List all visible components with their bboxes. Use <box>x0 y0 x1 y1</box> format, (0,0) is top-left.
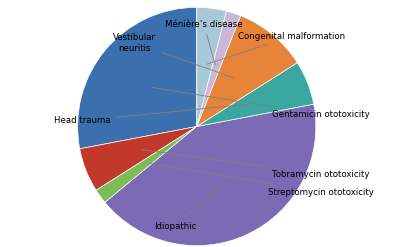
Wedge shape <box>105 104 316 246</box>
Text: Streptomycin ototoxicity: Streptomycin ototoxicity <box>149 163 374 197</box>
Text: Tobramycin ototoxicity: Tobramycin ototoxicity <box>142 150 369 179</box>
Wedge shape <box>197 7 226 126</box>
Wedge shape <box>197 16 297 126</box>
Wedge shape <box>80 126 197 190</box>
Text: Idiopathic: Idiopathic <box>154 185 221 231</box>
Wedge shape <box>96 126 197 202</box>
Text: Congenital malformation: Congenital malformation <box>207 32 346 64</box>
Text: Ménière’s disease: Ménière’s disease <box>165 20 243 65</box>
Wedge shape <box>78 7 197 149</box>
Wedge shape <box>197 63 314 126</box>
Text: Vestibular
neuritis: Vestibular neuritis <box>113 33 234 78</box>
Text: Gentamicin ototoxicity: Gentamicin ototoxicity <box>152 87 370 119</box>
Text: Head trauma: Head trauma <box>54 104 252 125</box>
Wedge shape <box>197 11 240 126</box>
